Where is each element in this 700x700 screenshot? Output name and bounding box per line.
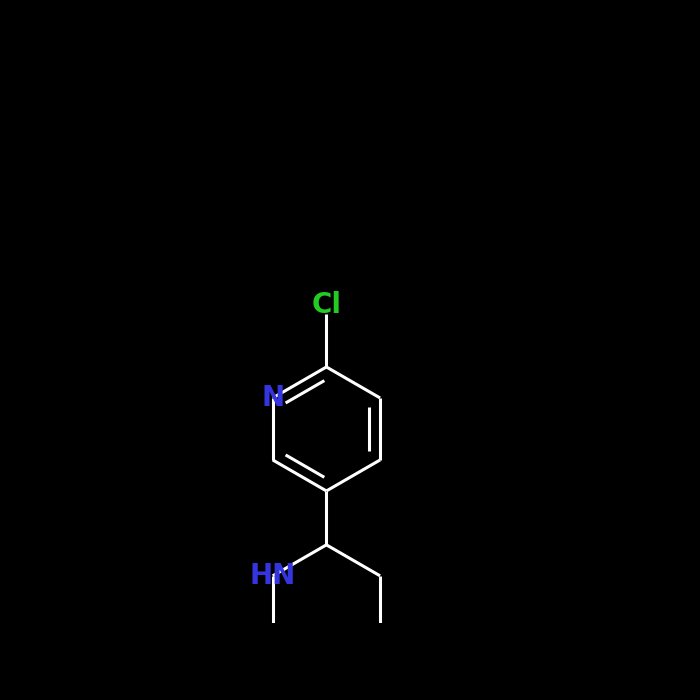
Text: HN: HN [250,562,296,590]
Text: Cl: Cl [312,290,342,318]
Text: N: N [261,384,284,412]
